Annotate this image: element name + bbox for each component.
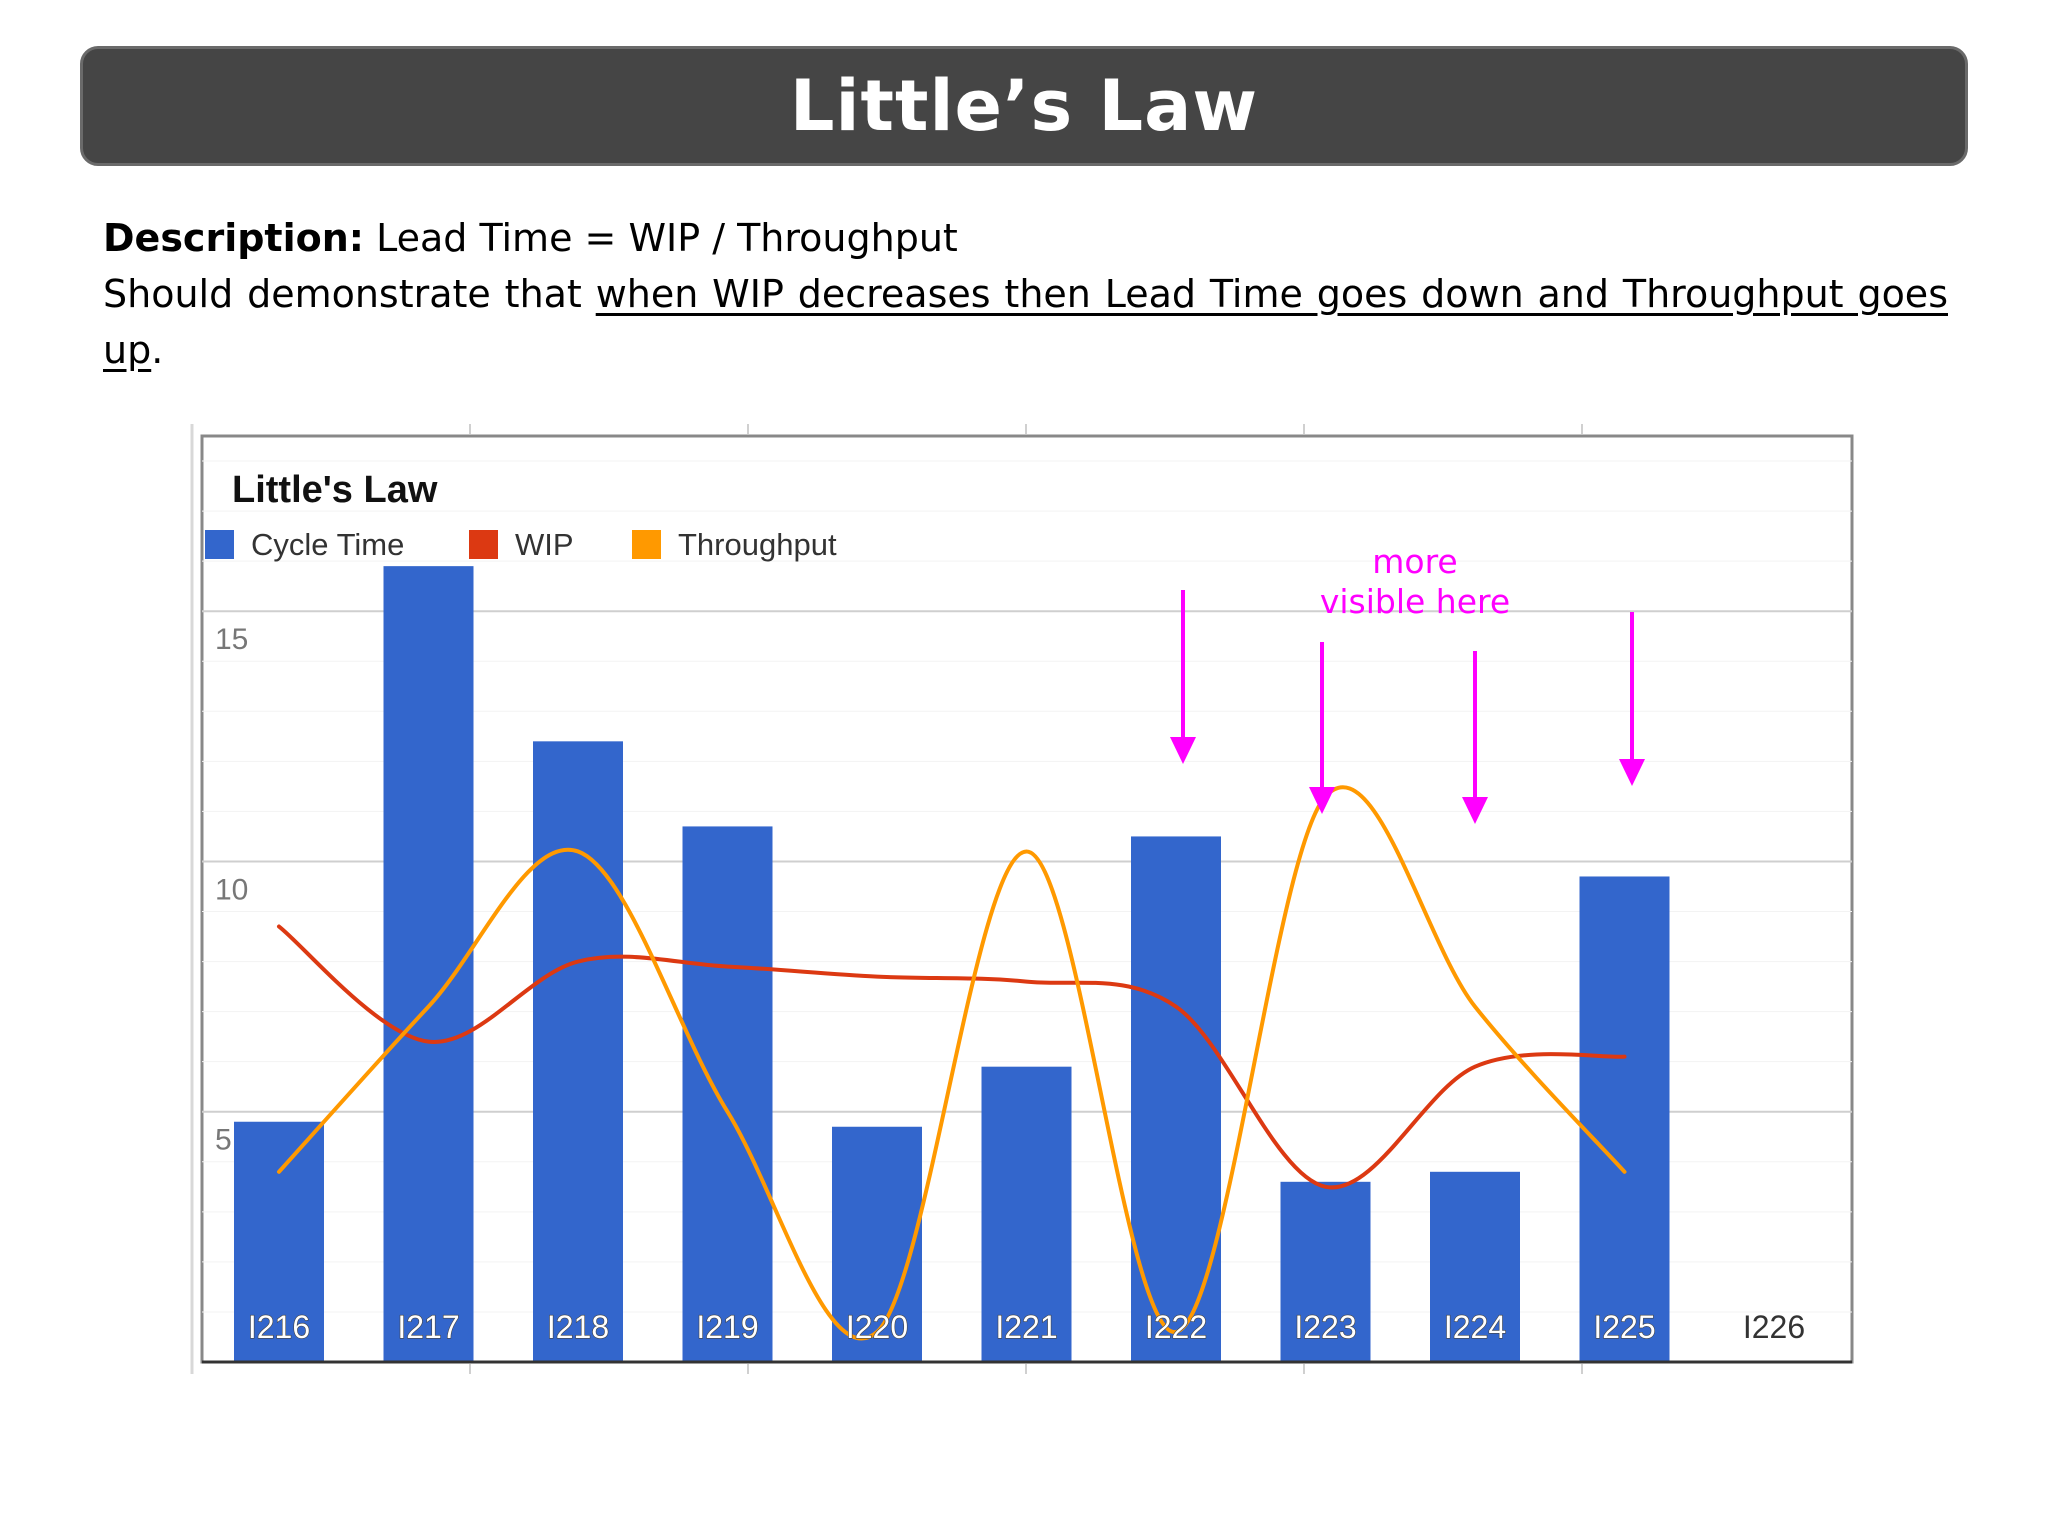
- legend-label-cycle-time: Cycle Time: [251, 527, 404, 562]
- x-tick-label: I225: [1593, 1309, 1655, 1345]
- x-tick-label: I216: [248, 1309, 310, 1345]
- arrow-2: [1309, 642, 1335, 814]
- description-line-1: Description: Lead Time = WIP / Throughpu…: [103, 210, 1948, 266]
- x-tick-label: I222: [1145, 1309, 1207, 1345]
- bar-cycle-time-i221: [981, 1066, 1072, 1362]
- description-line-2: Should demonstrate that when WIP decreas…: [103, 266, 1948, 378]
- chart-backdrop: [190, 424, 1583, 1374]
- description-block: Description: Lead Time = WIP / Throughpu…: [103, 210, 1948, 378]
- x-tick-labels: I216 I217 I218 I219 I220 I221 I222 I223 I224 I225…: [247, 1308, 1805, 1345]
- description-formula: Lead Time = WIP / Throughput: [376, 216, 958, 260]
- x-tick-label: I220: [846, 1309, 908, 1345]
- arrow-1: [1170, 590, 1196, 764]
- y-tick-label: 15: [215, 623, 248, 656]
- arrow-3: [1462, 651, 1488, 824]
- line-series: [277, 785, 1627, 1341]
- x-tick-label: I226: [1743, 1309, 1805, 1345]
- legend-label-throughput: Throughput: [678, 527, 837, 562]
- bar-cycle-time-i218: [533, 741, 623, 1362]
- slide-title-bar: Little’s Law: [80, 46, 1968, 166]
- x-tick-label: I217: [397, 1309, 459, 1345]
- bar-cycle-time-i216: [234, 1121, 324, 1362]
- x-tick-label: I224: [1444, 1309, 1506, 1345]
- x-tick-label: I219: [696, 1309, 758, 1345]
- bar-cycle-time-i224: [1430, 1171, 1520, 1362]
- legend-swatch-cycle-time: [205, 530, 234, 559]
- bar-cycle-time-i220: [832, 1126, 922, 1362]
- description-label: Description:: [103, 216, 364, 260]
- bar-cycle-time-i217: [383, 566, 474, 1362]
- bar-cycle-time-i219: [682, 826, 773, 1362]
- annotation-text-2: visible here: [1320, 582, 1510, 621]
- x-tick-label: I218: [547, 1309, 609, 1345]
- chart-legend: Cycle Time WIP Throughput: [205, 527, 837, 562]
- arrow-4: [1619, 612, 1645, 786]
- bar-cycle-time-i225: [1579, 876, 1670, 1362]
- slide-title: Little’s Law: [789, 65, 1259, 147]
- line-wip: [277, 924, 1627, 1190]
- description-prefix: Should demonstrate that: [103, 272, 582, 316]
- legend-label-wip: WIP: [515, 527, 574, 562]
- x-tick-label: I223: [1294, 1309, 1356, 1345]
- description-suffix: .: [151, 328, 164, 372]
- x-tick-label: I221: [995, 1309, 1057, 1345]
- line-throughput: [277, 785, 1627, 1341]
- bar-series: [234, 566, 1670, 1362]
- description-underlined: when WIP decreases then Lead Time goes d…: [103, 272, 1948, 372]
- annotation-text-1: more: [1372, 542, 1457, 581]
- bar-cycle-time-i223: [1280, 1181, 1371, 1362]
- y-tick-label: 10: [215, 873, 248, 906]
- annotation-group: more visible here: [1170, 542, 1645, 824]
- y-tick-label: 5: [215, 1124, 232, 1157]
- legend-swatch-wip: [469, 530, 498, 559]
- chart-title: Little's Law: [232, 469, 438, 511]
- y-tick-labels: 5 10 15: [215, 623, 248, 1157]
- legend-swatch-throughput: [632, 530, 661, 559]
